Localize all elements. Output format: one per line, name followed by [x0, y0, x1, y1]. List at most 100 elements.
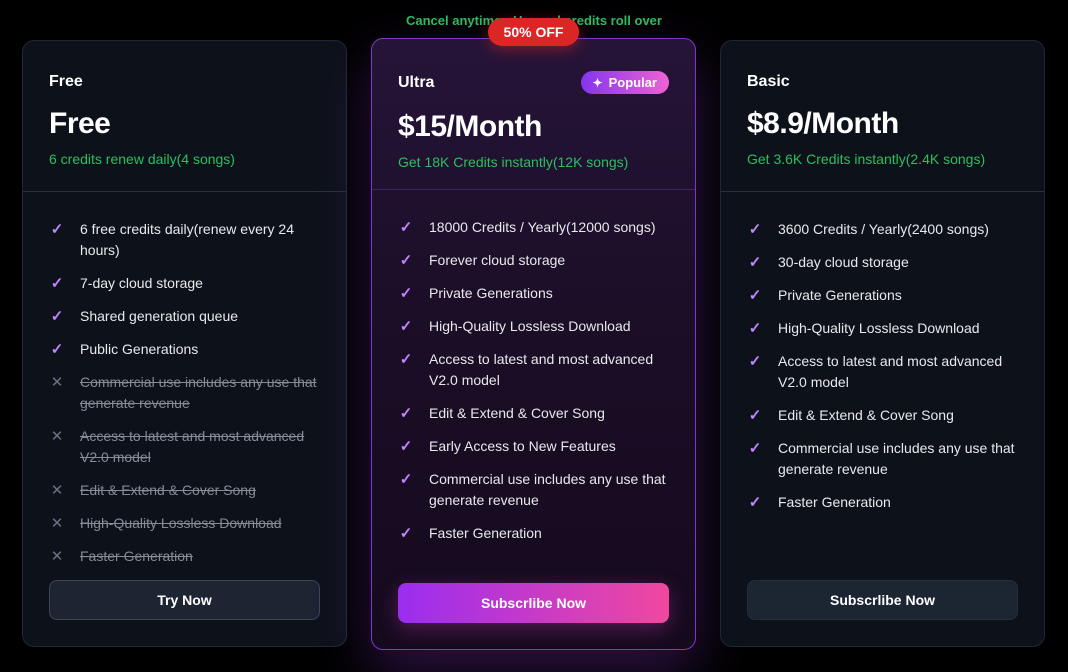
card-footer: Subscrlibe Now — [747, 580, 1018, 620]
feature-text: 18000 Credits / Yearly(12000 songs) — [429, 219, 656, 235]
check-icon: ✓ — [50, 275, 64, 292]
feature-item: ✓ Edit & Extend & Cover Song — [398, 403, 669, 424]
cross-icon: ✕ — [50, 548, 64, 565]
feature-text: Faster Generation — [778, 494, 891, 510]
feature-text: Private Generations — [778, 287, 902, 303]
feature-text: Edit & Extend & Cover Song — [80, 482, 256, 498]
feature-item: ✓ Commercial use includes any use that g… — [398, 469, 669, 511]
feature-item: ✓ Private Generations — [398, 283, 669, 304]
feature-list: ✓ 6 free credits daily(renew every 24 ho… — [23, 192, 346, 579]
try-now-button[interactable]: Try Now — [49, 580, 320, 620]
feature-text: Commercial use includes any use that gen… — [778, 440, 1015, 477]
cross-icon: ✕ — [50, 428, 64, 445]
feature-text: Edit & Extend & Cover Song — [429, 405, 605, 421]
feature-item: ✓ High-Quality Lossless Download — [398, 316, 669, 337]
card-footer: Subscrlibe Now — [398, 583, 669, 623]
check-icon: ✓ — [50, 221, 64, 238]
feature-item: ✓ 3600 Credits / Yearly(2400 songs) — [747, 219, 1018, 240]
cross-icon: ✕ — [50, 515, 64, 532]
check-icon: ✓ — [748, 353, 762, 370]
feature-item: ✓ Public Generations — [49, 339, 320, 360]
feature-item: ✓ Forever cloud storage — [398, 250, 669, 271]
check-icon: ✓ — [748, 407, 762, 424]
sparkles-icon: ✦ — [592, 75, 603, 90]
feature-item: ✕ Access to latest and most advanced V2.… — [49, 426, 320, 468]
feature-item: ✓ Shared generation queue — [49, 306, 320, 327]
check-icon: ✓ — [399, 351, 413, 368]
plan-subtitle: 6 credits renew daily(4 songs) — [49, 151, 235, 167]
feature-item: ✓ 18000 Credits / Yearly(12000 songs) — [398, 217, 669, 238]
discount-badge: 50% OFF — [487, 18, 580, 46]
feature-text: 30-day cloud storage — [778, 254, 909, 270]
feature-text: 6 free credits daily(renew every 24 hour… — [80, 221, 294, 258]
feature-text: Early Access to New Features — [429, 438, 616, 454]
feature-text: Access to latest and most advanced V2.0 … — [429, 351, 654, 388]
feature-text: Edit & Extend & Cover Song — [778, 407, 954, 423]
plan-name: Free — [49, 73, 83, 90]
pricing-cards: Free Free 6 credits renew daily(4 songs)… — [22, 18, 1045, 650]
feature-item: ✓ High-Quality Lossless Download — [747, 318, 1018, 339]
feature-item: ✓ 7-day cloud storage — [49, 273, 320, 294]
feature-item: ✓ 30-day cloud storage — [747, 252, 1018, 273]
card-header: Ultra ✦ Popular $15/Month Get 18K Credit… — [372, 39, 695, 189]
card-footer: Try Now — [49, 580, 320, 620]
divider — [23, 191, 346, 192]
feature-text: Private Generations — [429, 285, 553, 301]
divider — [721, 191, 1044, 192]
feature-item: ✓ Access to latest and most advanced V2.… — [398, 349, 669, 391]
feature-text: Commercial use includes any use that gen… — [429, 471, 666, 508]
subscribe-now-button-basic[interactable]: Subscrlibe Now — [747, 580, 1018, 620]
card-header: Free Free 6 credits renew daily(4 songs) — [23, 41, 346, 191]
plan-name: Basic — [747, 73, 790, 90]
card-header: Basic $8.9/Month Get 3.6K Credits instan… — [721, 41, 1044, 191]
feature-text: High-Quality Lossless Download — [778, 320, 980, 336]
check-icon: ✓ — [399, 525, 413, 542]
check-icon: ✓ — [50, 341, 64, 358]
feature-item: ✓ Faster Generation — [398, 523, 669, 544]
check-icon: ✓ — [748, 287, 762, 304]
cross-icon: ✕ — [50, 482, 64, 499]
feature-text: Commercial use includes any use that gen… — [80, 374, 317, 411]
plan-price: Free — [49, 107, 111, 140]
check-icon: ✓ — [399, 252, 413, 269]
feature-text: Access to latest and most advanced V2.0 … — [80, 428, 305, 465]
feature-text: High-Quality Lossless Download — [429, 318, 631, 334]
feature-item: ✕ Commercial use includes any use that g… — [49, 372, 320, 414]
feature-text: Forever cloud storage — [429, 252, 566, 268]
feature-text: Faster Generation — [80, 548, 193, 564]
feature-text: Faster Generation — [429, 525, 542, 541]
feature-list: ✓ 3600 Credits / Yearly(2400 songs) ✓ 30… — [721, 192, 1044, 525]
pricing-card-basic: Basic $8.9/Month Get 3.6K Credits instan… — [720, 40, 1045, 647]
feature-item: ✓ Access to latest and most advanced V2.… — [747, 351, 1018, 393]
check-icon: ✓ — [399, 405, 413, 422]
feature-text: Access to latest and most advanced V2.0 … — [778, 353, 1003, 390]
check-icon: ✓ — [399, 219, 413, 236]
plan-subtitle: Get 3.6K Credits instantly(2.4K songs) — [747, 151, 986, 167]
check-icon: ✓ — [748, 494, 762, 511]
feature-item: ✓ Commercial use includes any use that g… — [747, 438, 1018, 480]
feature-item: ✓ Faster Generation — [747, 492, 1018, 513]
feature-item: ✓ 6 free credits daily(renew every 24 ho… — [49, 219, 320, 261]
check-icon: ✓ — [748, 440, 762, 457]
divider — [372, 189, 695, 190]
check-icon: ✓ — [748, 320, 762, 337]
pricing-card-free: Free Free 6 credits renew daily(4 songs)… — [22, 40, 347, 647]
feature-text: Shared generation queue — [80, 308, 239, 324]
check-icon: ✓ — [748, 221, 762, 238]
popular-badge-label: Popular — [608, 75, 657, 90]
feature-item: ✓ Early Access to New Features — [398, 436, 669, 457]
check-icon: ✓ — [399, 285, 413, 302]
feature-text: High-Quality Lossless Download — [80, 515, 282, 531]
feature-item: ✕ Faster Generation — [49, 546, 320, 567]
plan-name: Ultra — [398, 73, 435, 91]
pricing-card-ultra: 50% OFF Ultra ✦ Popular $15/Month Get 18… — [371, 18, 696, 650]
feature-text: 3600 Credits / Yearly(2400 songs) — [778, 221, 989, 237]
check-icon: ✓ — [748, 254, 762, 271]
feature-item: ✓ Edit & Extend & Cover Song — [747, 405, 1018, 426]
subscribe-now-button-ultra[interactable]: Subscrlibe Now — [398, 583, 669, 623]
check-icon: ✓ — [399, 438, 413, 455]
feature-text: 7-day cloud storage — [80, 275, 203, 291]
plan-subtitle: Get 18K Credits instantly(12K songs) — [398, 154, 629, 170]
plan-price: $15/Month — [398, 110, 542, 143]
